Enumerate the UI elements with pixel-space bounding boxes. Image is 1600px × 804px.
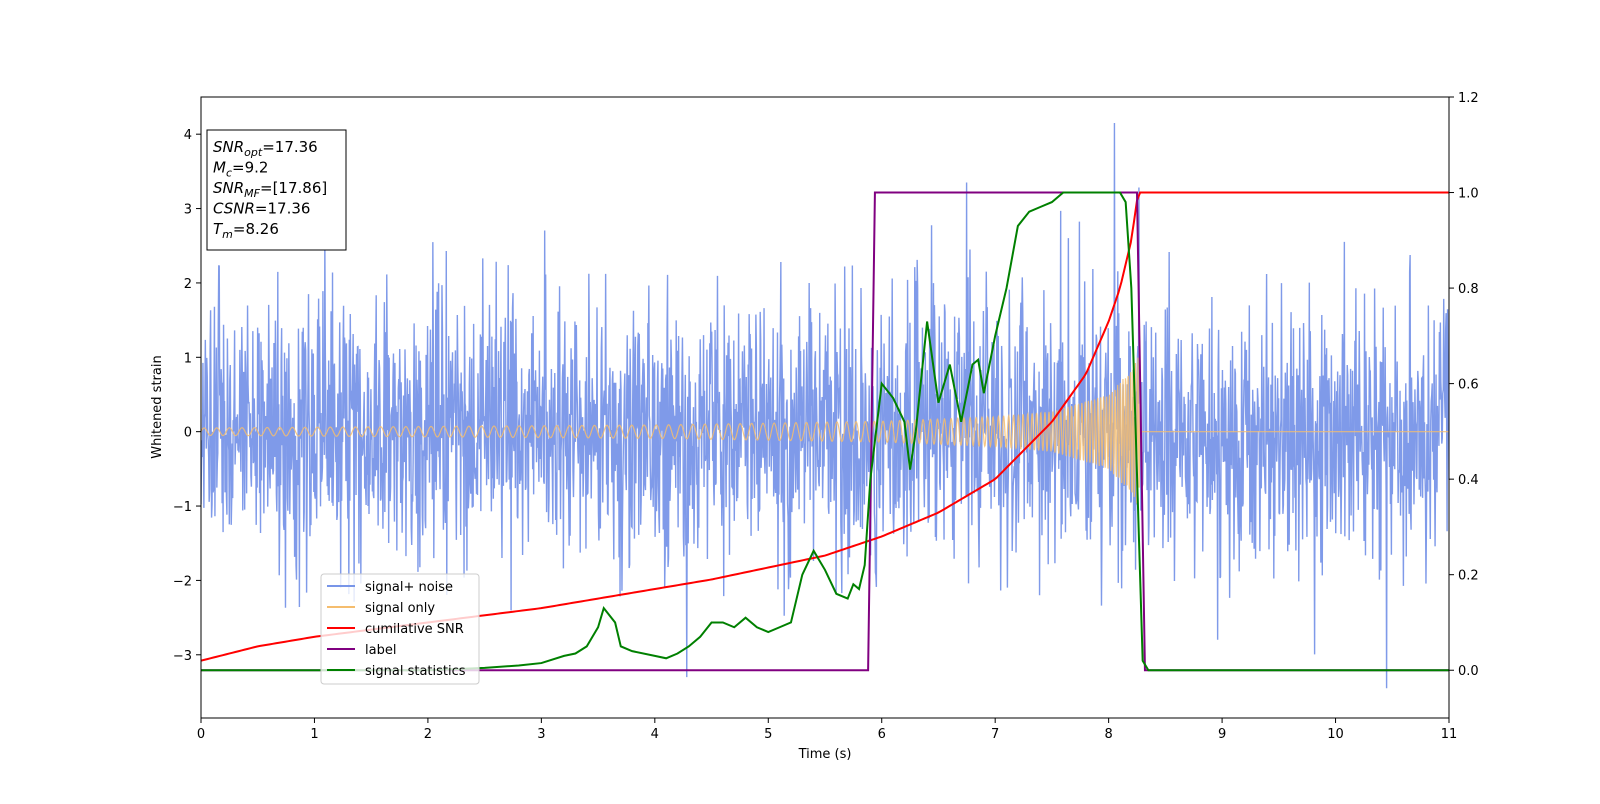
y-tick-label: −2 <box>173 574 192 589</box>
series-signal-only-line <box>201 357 1449 504</box>
x-tick-label: 8 <box>1104 727 1112 742</box>
legend-item: signal+ noise <box>327 580 453 595</box>
y-tick-label: −3 <box>173 649 192 664</box>
plot-frame <box>200 96 1450 719</box>
y2-tick-label: 1.2 <box>1458 91 1479 106</box>
legend: signal+ noise signal only cumilative SNR la… <box>320 573 480 685</box>
y-axis-right: 1.2 1.0 0.8 0.6 0.4 0.2 0.0 <box>1449 91 1479 679</box>
annotation-line: SNRopt=17.36 <box>213 138 318 159</box>
legend-label: signal+ noise <box>365 580 453 595</box>
y-tick-label: 0 <box>184 426 192 441</box>
legend-label: cumilative SNR <box>365 622 464 637</box>
y-axis-label: Whitened strain <box>150 355 165 458</box>
x-tick-label: 3 <box>537 727 545 742</box>
y2-tick-label: 0.6 <box>1458 378 1479 393</box>
x-axis: 0 1 2 3 4 5 6 7 8 9 10 11 <box>197 718 1457 742</box>
legend-label: signal only <box>365 601 435 616</box>
parameter-annotation-box: SNRopt=17.36Mc=9.2SNRMF=[17.86]CSNR=17.3… <box>206 129 347 251</box>
x-tick-label: 9 <box>1218 727 1226 742</box>
series-signal-noise-line <box>201 123 1449 689</box>
x-tick-label: 7 <box>991 727 999 742</box>
legend-item: signal statistics <box>327 664 466 679</box>
legend-item: label <box>327 643 396 658</box>
y2-tick-label: 0.2 <box>1458 569 1479 584</box>
y-tick-label: 1 <box>184 351 192 366</box>
annotation-line: Mc=9.2 <box>213 159 268 180</box>
x-tick-label: 0 <box>197 727 205 742</box>
annotation-line: SNRMF=[17.86] <box>213 179 327 200</box>
x-tick-label: 4 <box>651 727 659 742</box>
y-tick-label: 3 <box>184 203 192 218</box>
y2-tick-label: 1.0 <box>1458 187 1479 202</box>
y2-tick-label: 0.4 <box>1458 473 1479 488</box>
x-tick-label: 11 <box>1441 727 1458 742</box>
legend-item: signal only <box>327 601 435 616</box>
y-tick-label: 2 <box>184 277 192 292</box>
annotation-frame <box>206 129 347 251</box>
legend-frame <box>320 573 480 685</box>
legend-label: signal statistics <box>365 664 466 679</box>
y2-tick-label: 0.8 <box>1458 282 1479 297</box>
y-axis-left: 4 3 2 1 0 −1 −2 −3 <box>173 128 201 664</box>
y2-tick-label: 0.0 <box>1458 664 1479 679</box>
x-tick-label: 6 <box>878 727 886 742</box>
annotation-line: Tm=8.26 <box>213 220 279 241</box>
y-tick-label: −1 <box>173 500 192 515</box>
x-axis-label: Time (s) <box>798 747 852 762</box>
annotation-line: CSNR=17.36 <box>213 200 310 218</box>
legend-label: label <box>365 643 396 658</box>
x-tick-label: 5 <box>764 727 772 742</box>
series-signal-statistics-line <box>201 191 1449 672</box>
x-tick-label: 10 <box>1327 727 1344 742</box>
y-tick-label: 4 <box>184 128 192 143</box>
legend-item: cumilative SNR <box>327 622 464 637</box>
x-tick-label: 1 <box>310 727 318 742</box>
x-tick-label: 2 <box>424 727 432 742</box>
